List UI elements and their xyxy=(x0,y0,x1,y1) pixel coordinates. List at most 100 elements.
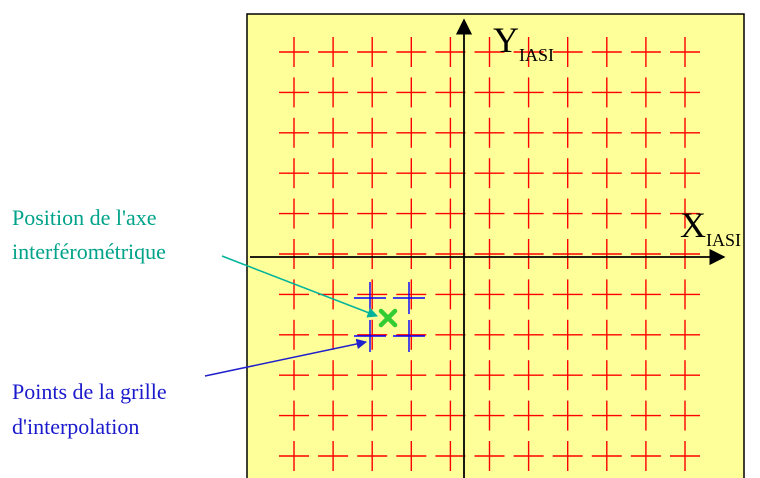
grid-point-cross-icon xyxy=(435,37,466,67)
grid-point-cross-icon xyxy=(552,360,583,391)
grid-point-cross-icon xyxy=(279,441,309,471)
grid-point-cross-icon xyxy=(630,37,661,67)
grid-point-cross-icon xyxy=(318,441,349,471)
y-axis-label: YIASI xyxy=(493,20,554,65)
grid-point-cross-icon xyxy=(357,37,388,67)
grid-point-cross-icon xyxy=(591,239,622,269)
grid-point-cross-icon xyxy=(670,158,700,189)
grid-point-cross-icon xyxy=(513,441,544,471)
grid-point-cross-icon xyxy=(318,198,349,229)
grid-point-cross-icon xyxy=(474,117,505,148)
grid-point-cross-icon xyxy=(396,117,427,148)
interpolation-point-cross-icon xyxy=(354,320,386,352)
interpolation-point-cross-icon xyxy=(393,282,425,314)
grid-point-cross-icon xyxy=(513,360,544,391)
grid-point-cross-icon xyxy=(630,117,661,148)
grid-point-cross-icon xyxy=(318,319,349,350)
grid-point-cross-icon xyxy=(318,158,349,189)
grid-point-cross-icon xyxy=(513,77,544,108)
grid-point-cross-icon xyxy=(435,117,466,148)
grid-point-cross-icon xyxy=(630,77,661,108)
grid-point-cross-icon xyxy=(552,198,583,229)
axis-position-arrow xyxy=(221,255,378,318)
grid-point-cross-icon xyxy=(318,77,349,108)
grid-point-cross-icon xyxy=(513,400,544,431)
grid-point-cross-icon xyxy=(357,239,388,269)
axis-position-label-line1: Position de l'axe xyxy=(12,205,157,230)
grid-point-cross-icon xyxy=(279,319,309,350)
grid-point-cross-icon xyxy=(474,198,505,229)
grid-point-cross-icon xyxy=(591,158,622,189)
grid-point-cross-icon xyxy=(396,37,427,67)
grid-point-cross-icon xyxy=(357,158,388,189)
grid-point-cross-icon xyxy=(591,441,622,471)
grid-point-cross-icon xyxy=(670,400,700,431)
grid-point-cross-icon xyxy=(357,319,388,350)
grid-point-cross-icon xyxy=(396,198,427,229)
grid-point-cross-icon xyxy=(670,360,700,391)
grid-point-cross-icon xyxy=(670,319,700,350)
grid-point-cross-icon xyxy=(279,360,309,391)
grid-point-cross-icon xyxy=(279,117,309,148)
grid-point-cross-icon xyxy=(357,117,388,148)
grid-point-cross-icon xyxy=(670,239,700,269)
grid-point-cross-icon xyxy=(513,198,544,229)
interpolation-grid-points xyxy=(354,282,425,352)
grid-point-cross-icon xyxy=(435,279,466,310)
grid-points-label-line2: d'interpolation xyxy=(12,414,139,439)
grid-point-cross-icon xyxy=(474,441,505,471)
grid-point-cross-icon xyxy=(279,239,309,269)
grid-point-cross-icon xyxy=(357,400,388,431)
grid-point-cross-icon xyxy=(630,158,661,189)
grid-point-cross-icon xyxy=(591,198,622,229)
grid-point-cross-icon xyxy=(474,360,505,391)
grid-point-cross-icon xyxy=(318,117,349,148)
grid-point-cross-icon xyxy=(435,198,466,229)
grid-point-cross-icon xyxy=(474,279,505,310)
grid-point-cross-icon xyxy=(435,400,466,431)
grid-point-cross-icon xyxy=(357,198,388,229)
grid-point-cross-icon xyxy=(357,77,388,108)
grid-point-cross-icon xyxy=(630,360,661,391)
grid-point-cross-icon xyxy=(591,360,622,391)
grid-point-cross-icon xyxy=(474,400,505,431)
grid-point-cross-icon xyxy=(474,319,505,350)
interpolation-point-cross-icon xyxy=(393,320,425,352)
grid-point-cross-icon xyxy=(630,441,661,471)
grid-point-cross-icon xyxy=(435,441,466,471)
axis-position-label-line2: interférométrique xyxy=(12,239,166,264)
grid-point-cross-icon xyxy=(630,400,661,431)
grid-point-cross-icon xyxy=(435,158,466,189)
grid-point-cross-icon xyxy=(474,37,505,67)
grid-point-cross-icon xyxy=(591,77,622,108)
grid-point-cross-icon xyxy=(552,319,583,350)
grid-point-cross-icon xyxy=(552,77,583,108)
grid-point-cross-icon xyxy=(552,400,583,431)
grid-point-cross-icon xyxy=(279,400,309,431)
grid-point-cross-icon xyxy=(396,77,427,108)
grid-point-cross-icon xyxy=(396,441,427,471)
grid-point-cross-icon xyxy=(630,279,661,310)
grid-point-cross-icon xyxy=(670,117,700,148)
grid-point-cross-icon xyxy=(279,37,309,67)
grid-point-cross-icon xyxy=(591,400,622,431)
grid-point-cross-icon xyxy=(670,441,700,471)
interpolation-points-arrow xyxy=(204,338,368,377)
grid-point-cross-icon xyxy=(552,239,583,269)
grid-point-cross-icon xyxy=(513,158,544,189)
grid-point-cross-icon xyxy=(513,279,544,310)
grid-point-cross-icon xyxy=(396,279,427,310)
grid-point-cross-icon xyxy=(513,239,544,269)
grid-point-cross-icon xyxy=(279,77,309,108)
grid-point-cross-icon xyxy=(552,158,583,189)
grid-point-cross-icon xyxy=(630,198,661,229)
grid-point-cross-icon xyxy=(396,319,427,350)
grid-point-cross-icon xyxy=(318,360,349,391)
grid-point-cross-icon xyxy=(396,400,427,431)
grid-point-cross-icon xyxy=(670,198,700,229)
grid-point-cross-icon xyxy=(279,198,309,229)
x-axis-label: XIASI xyxy=(680,205,741,250)
grid-point-cross-icon xyxy=(630,239,661,269)
grid-point-cross-icon xyxy=(318,400,349,431)
